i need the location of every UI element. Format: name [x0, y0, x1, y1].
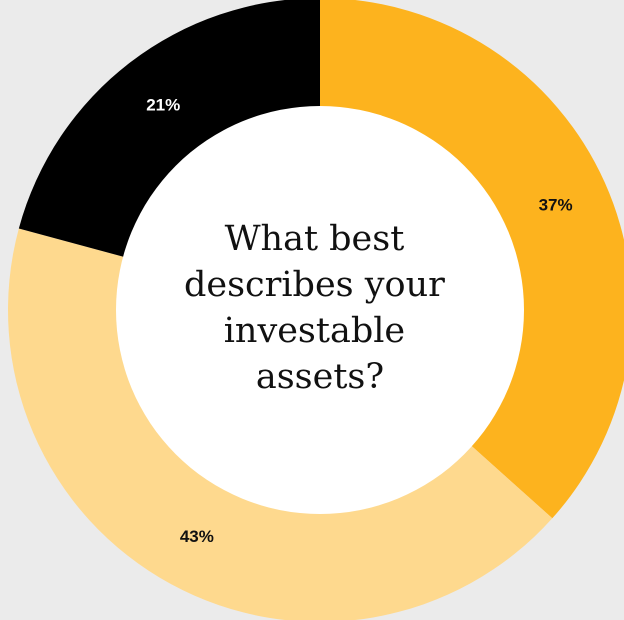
slice-3-label: 21%: [146, 96, 180, 115]
center-question-line-3: investable: [224, 311, 405, 351]
slice-labels: 37% 43% 21%: [146, 96, 572, 547]
donut-hole: [116, 106, 524, 514]
center-question-line-1: What best: [225, 219, 405, 259]
slice-1-label: 37%: [539, 195, 573, 214]
center-question-line-2: describes your: [184, 265, 445, 305]
center-question-line-4: assets?: [256, 357, 384, 397]
slice-2-label: 43%: [180, 527, 214, 546]
center-question: What best describes your investable asse…: [184, 219, 456, 397]
